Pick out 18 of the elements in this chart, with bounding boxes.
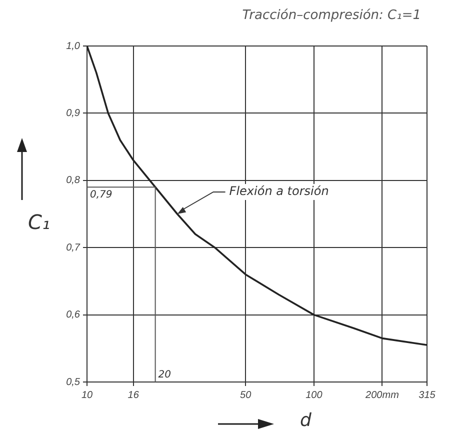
x-tick-label: 100 (306, 390, 323, 401)
x-tick-label: 50 (240, 390, 252, 401)
y-axis-title: C₁ (28, 210, 50, 234)
x-axis-title: d (300, 410, 312, 431)
ref-line-label: 0,79 (90, 190, 112, 201)
y-tick-label: 0,7 (66, 242, 80, 254)
ref-line-label: 20 (158, 370, 172, 381)
x-tick-label: 315 (418, 390, 436, 401)
x-tick-label: 200mm (364, 390, 399, 401)
x-tick-label: 16 (128, 390, 140, 401)
x-tick-label: 10 (81, 390, 93, 401)
y-tick-label: 0,6 (66, 310, 80, 321)
y-tick-label: 0,5 (66, 376, 80, 388)
annotation: Flexión a torsión (229, 184, 329, 198)
y-tick-label: 0,9 (66, 108, 80, 119)
chart-title: Tracción–compresión: C₁=1 (242, 8, 421, 23)
y-tick-label: 0,8 (66, 175, 80, 186)
y-tick-label: 1,0 (66, 40, 80, 52)
